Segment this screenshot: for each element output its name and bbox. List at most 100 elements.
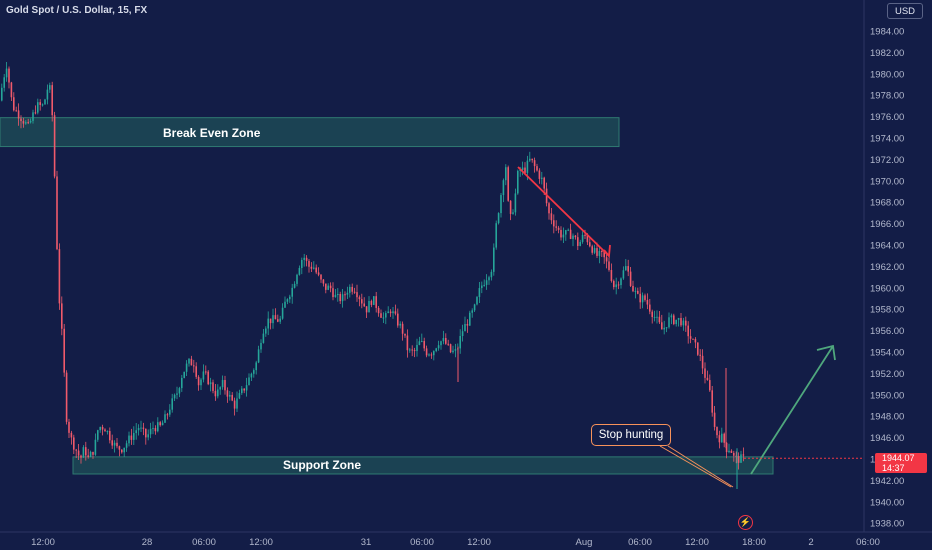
- candle-body: [737, 456, 740, 463]
- candle-body: [447, 343, 449, 345]
- candle-body: [341, 294, 344, 302]
- candle-body: [154, 428, 157, 432]
- candle-body: [1, 87, 3, 101]
- x-tick-label: 18:00: [742, 537, 766, 548]
- candle-body: [668, 317, 670, 328]
- candle-body: [135, 430, 137, 434]
- candle-body: [632, 285, 634, 292]
- candle-body: [245, 385, 248, 391]
- candle-body: [92, 451, 94, 455]
- candle-body: [238, 393, 241, 399]
- candle-body: [22, 121, 25, 124]
- candle-body: [157, 422, 159, 432]
- candle-body: [277, 319, 279, 322]
- candle-body: [718, 435, 721, 443]
- candle-body: [644, 295, 646, 300]
- symbol-title[interactable]: Gold Spot / U.S. Dollar, 15, FX: [6, 5, 148, 16]
- candle-body: [649, 304, 651, 312]
- candle-body: [262, 333, 265, 343]
- candle-body: [99, 427, 101, 431]
- up-arrow-head: [816, 344, 836, 361]
- candle-body: [687, 325, 689, 337]
- candle-body: [231, 394, 233, 401]
- break-even-zone-box[interactable]: [0, 117, 620, 148]
- candle-body: [53, 115, 56, 177]
- candle-body: [224, 380, 226, 391]
- candle-body: [164, 414, 166, 423]
- y-tick-label: 1942.00: [870, 476, 904, 487]
- candle-body: [548, 203, 550, 214]
- candle-body: [452, 350, 454, 353]
- candle-body: [202, 371, 205, 380]
- down-trend-arrow[interactable]: [517, 166, 610, 257]
- candle-body: [445, 338, 447, 344]
- candle-body: [421, 341, 423, 343]
- support-zone-box[interactable]: [72, 456, 774, 475]
- candle-body: [507, 167, 509, 201]
- y-tick-label: 1968.00: [870, 198, 904, 209]
- candle-body: [476, 297, 478, 305]
- candle-body: [675, 319, 677, 325]
- candle-body: [620, 278, 622, 286]
- candle-body: [406, 335, 409, 351]
- x-tick-label: 06:00: [192, 537, 216, 548]
- candle-body: [286, 299, 289, 302]
- candle-body: [29, 120, 32, 123]
- up-projection-arrow[interactable]: [750, 345, 834, 475]
- candle-body: [694, 339, 697, 343]
- candle-body: [351, 286, 353, 292]
- candle-body: [77, 450, 80, 456]
- candle-body: [82, 447, 85, 458]
- candle-body: [550, 213, 553, 221]
- candle-body: [358, 297, 361, 300]
- candle-body: [536, 166, 538, 171]
- candle-body: [483, 284, 485, 286]
- candle-body: [387, 311, 389, 314]
- candle-body: [125, 443, 128, 448]
- candle-body: [128, 435, 130, 444]
- candle-body: [133, 433, 135, 440]
- callout-pointer: [659, 445, 732, 488]
- candle-body: [41, 104, 44, 106]
- candle-body: [296, 274, 298, 284]
- candle-body: [608, 261, 610, 270]
- candle-body: [651, 311, 653, 318]
- candle-body: [466, 323, 469, 326]
- candle-body: [346, 292, 349, 295]
- candle-body: [101, 427, 104, 430]
- lightning-icon[interactable]: ⚡: [738, 515, 753, 530]
- candle-body: [27, 122, 29, 124]
- candle-body: [601, 250, 603, 252]
- candle-body: [356, 292, 358, 298]
- candle-body: [353, 291, 356, 293]
- candle-body: [188, 358, 190, 364]
- candle-body: [565, 230, 567, 235]
- y-tick-label: 1964.00: [870, 241, 904, 252]
- candle-body: [267, 318, 269, 329]
- currency-button[interactable]: USD: [887, 3, 923, 19]
- candle-body: [706, 377, 709, 381]
- candle-body: [514, 193, 517, 213]
- stop-hunting-callout[interactable]: Stop hunting: [591, 424, 671, 446]
- candle-body: [430, 354, 433, 356]
- candle-body: [169, 409, 171, 415]
- y-tick-label: 1984.00: [870, 27, 904, 38]
- candle-body: [89, 451, 92, 457]
- time-axis[interactable]: 12:00 28 06:00 12:00 31 06:00 12:00 Aug 06:00 12:…: [31, 537, 880, 548]
- y-tick-label: 1974.00: [870, 134, 904, 145]
- candle-body: [461, 331, 464, 337]
- candle-body: [399, 323, 401, 326]
- candle-body: [481, 285, 483, 289]
- candle-body: [560, 229, 562, 238]
- candle-body: [397, 313, 399, 326]
- candle-body: [418, 341, 421, 345]
- candle-body: [253, 370, 255, 374]
- candle-body: [49, 85, 51, 90]
- candle-body: [572, 235, 574, 239]
- candle-body: [56, 176, 58, 250]
- candle-body: [200, 379, 202, 386]
- candle-body: [637, 290, 639, 294]
- candle-body: [682, 320, 685, 326]
- y-tick-label: 1948.00: [870, 412, 904, 423]
